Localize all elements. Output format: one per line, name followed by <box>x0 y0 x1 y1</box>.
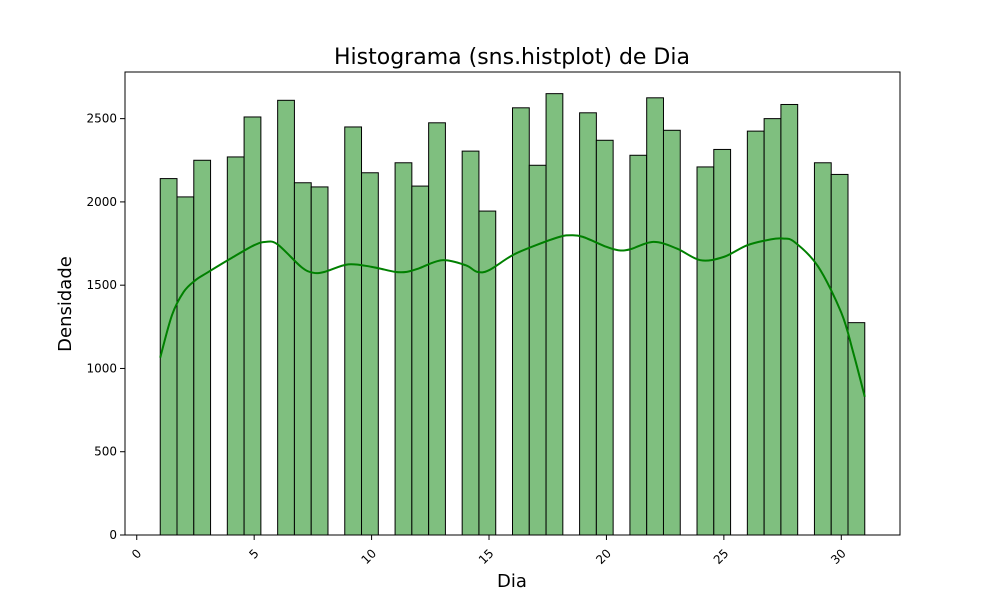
histogram-bar-24 <box>696 166 715 536</box>
histogram-bar-14 <box>461 150 480 536</box>
x-tick-label: 20 <box>593 546 614 567</box>
histogram-bar-8 <box>310 186 329 536</box>
y-axis-label: Densidade <box>55 256 76 352</box>
y-tick-label: 2500 <box>86 112 117 126</box>
y-tick-label: 500 <box>94 445 117 459</box>
histogram-bar-20 <box>595 139 614 536</box>
histogram-bar-17 <box>528 164 547 536</box>
histogram-bar-5 <box>243 116 262 536</box>
histogram-bar-6 <box>277 99 295 536</box>
histogram-bar-2 <box>176 196 195 536</box>
histogram-bar-1 <box>159 178 178 536</box>
y-tick-label: 0 <box>109 528 117 542</box>
histogram-bar-30 <box>830 173 849 536</box>
histogram-bar-12 <box>411 185 430 536</box>
x-tick-label: 10 <box>358 546 379 567</box>
x-tick-label: 25 <box>711 546 732 567</box>
histogram-bar-29 <box>813 162 832 536</box>
histogram-bar-19 <box>579 112 597 536</box>
histogram-bar-22 <box>646 97 664 536</box>
x-axis-label: Dia <box>497 571 527 592</box>
x-tick-label: 0 <box>129 546 144 561</box>
histogram-bar-10 <box>361 172 379 536</box>
histogram-bar-16 <box>512 107 530 536</box>
histogram-bars <box>159 93 866 536</box>
x-tick-label: 30 <box>828 546 849 567</box>
histogram-bar-15 <box>478 210 497 536</box>
histogram-bar-9 <box>344 126 363 536</box>
histogram-bar-23 <box>662 129 681 536</box>
y-axis-ticks: 0 500 1000 1500 2000 2500 <box>86 112 125 542</box>
chart-title: Histograma (sns.histplot) de Dia <box>334 45 690 70</box>
histogram-bar-28 <box>780 103 799 536</box>
histogram-bar-18 <box>545 93 564 536</box>
kde-line <box>159 234 866 398</box>
histogram-bar-7 <box>293 182 312 536</box>
histogram-bar-31 <box>847 322 866 536</box>
x-tick-label: 15 <box>476 546 497 567</box>
plot-frame <box>124 71 901 536</box>
histogram-bar-3 <box>193 159 212 536</box>
histogram-bar-4 <box>226 156 245 536</box>
histogram-bar-26 <box>746 130 765 536</box>
histogram-bar-13 <box>428 122 446 536</box>
histogram-bar-11 <box>394 162 413 536</box>
histogram-bar-25 <box>713 148 732 536</box>
y-tick-label: 2000 <box>86 195 117 209</box>
histogram-bar-27 <box>763 118 782 536</box>
x-axis-ticks: 0 5 10 15 20 25 30 <box>129 535 849 567</box>
kde-curve-group <box>159 234 866 398</box>
x-tick-label: 5 <box>246 546 261 561</box>
y-tick-label: 1500 <box>86 278 117 292</box>
y-tick-label: 1000 <box>86 361 117 375</box>
histogram-bar-21 <box>629 154 648 536</box>
